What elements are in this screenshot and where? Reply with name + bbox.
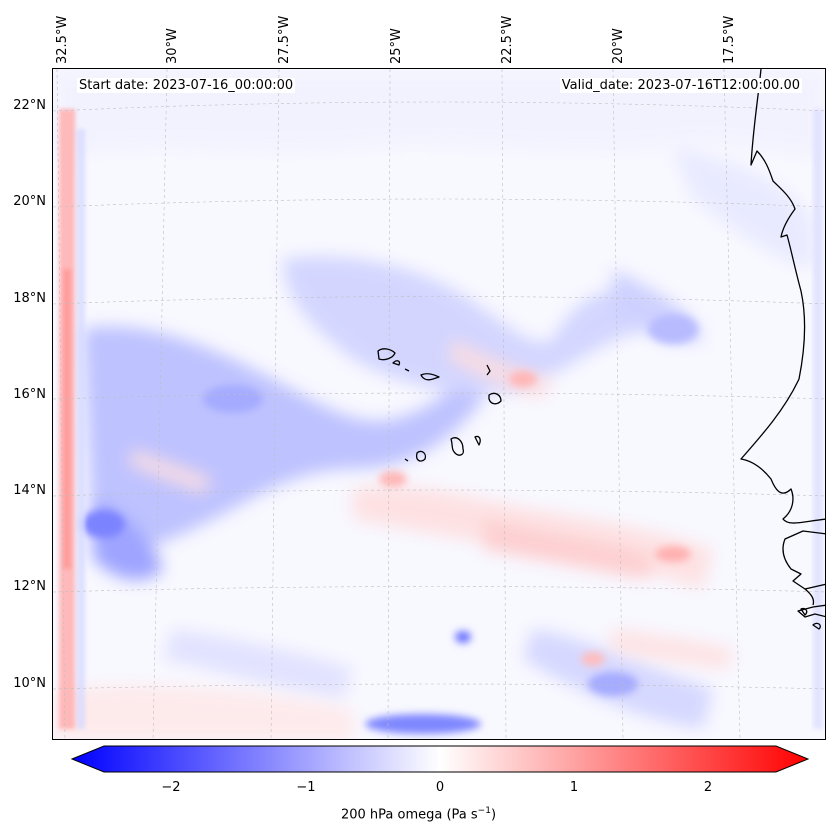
lon-label-32-5w: 32.5°W	[55, 15, 70, 64]
sao-vicente	[392, 360, 401, 366]
start-date-label: Start date: 2023-07-16_00:00:00	[77, 78, 296, 93]
lat-label-18n: 18°N	[13, 291, 46, 306]
strong-negative-spots	[81, 314, 698, 734]
coastlines	[377, 69, 825, 630]
sao-nicolau	[420, 373, 440, 381]
colorbar	[70, 745, 810, 773]
right-boundary-band	[813, 109, 823, 729]
lon-label-20w: 20°W	[611, 28, 626, 64]
bijagos-2	[812, 622, 821, 630]
lat-label-10n: 10°N	[13, 676, 46, 691]
africa-coastline	[740, 69, 825, 618]
maio	[474, 435, 481, 446]
bijagos-1	[800, 607, 808, 616]
lat-label-14n: 14°N	[13, 483, 46, 498]
santo-antao	[377, 348, 396, 361]
santa-luzia	[404, 368, 410, 372]
colorbar-label: 200 hPa omega (Pa s−1)	[340, 806, 497, 823]
colorbar-tick-minus1: −1	[296, 780, 316, 795]
lat-label-16n: 16°N	[13, 387, 46, 402]
strong-positive-spots	[379, 371, 691, 666]
boa-vista	[488, 392, 502, 405]
lat-label-12n: 12°N	[13, 579, 46, 594]
colorbar-ramp	[70, 745, 810, 773]
colorbar-tick-minus2: −2	[161, 780, 181, 795]
colorbar-tick-2: 2	[703, 780, 713, 795]
brava	[404, 458, 409, 462]
lon-label-25w: 25°W	[389, 28, 404, 64]
santiago	[450, 437, 465, 456]
positive-omega-regions	[53, 339, 733, 739]
graticule	[53, 69, 825, 739]
lat-label-20n: 20°N	[13, 194, 46, 209]
lat-label-22n: 22°N	[13, 98, 46, 113]
valid-date-label: Valid_date: 2023-07-16T12:00:00.00	[559, 78, 802, 93]
lon-label-17-5w: 17.5°W	[722, 15, 737, 64]
lon-label-30w: 30°W	[165, 28, 180, 64]
lon-label-27-5w: 27.5°W	[277, 15, 292, 64]
map-panel[interactable]	[52, 68, 826, 740]
lon-label-22-5w: 22.5°W	[500, 15, 515, 64]
omega-field-map	[53, 69, 825, 739]
colorbar-tick-1: 1	[569, 780, 579, 795]
sal	[486, 364, 491, 376]
africa-coast-bay	[804, 588, 815, 606]
colorbar-tick-0: 0	[435, 780, 445, 795]
fogo	[415, 450, 427, 462]
left-boundary-band	[59, 109, 85, 729]
